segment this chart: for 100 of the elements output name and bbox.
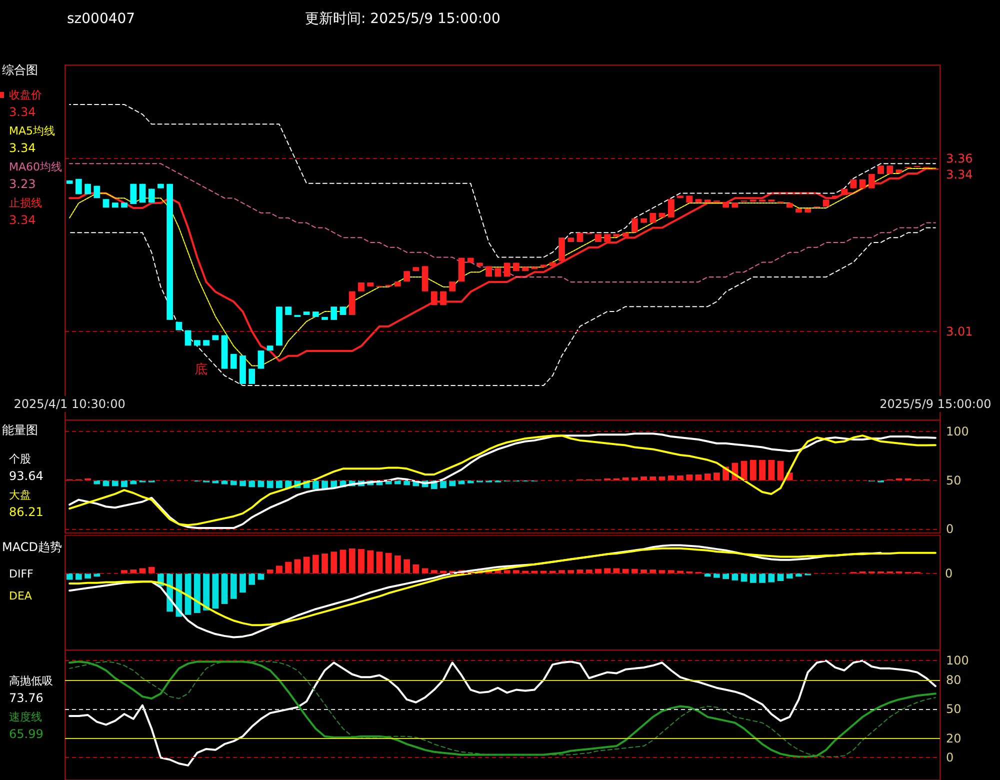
- bar: [240, 573, 246, 592]
- text: DEA: [9, 590, 32, 602]
- bar: [248, 480, 256, 488]
- bar: [404, 559, 410, 574]
- text: 3.34: [9, 141, 36, 155]
- chart-title: MACD趋势: [2, 540, 62, 554]
- bar: [148, 566, 155, 574]
- text: DIFF: [9, 568, 34, 580]
- y-tick-label: 100: [946, 424, 969, 439]
- bar: [695, 474, 702, 480]
- x-tick-label: 2025/4/1 10:30:00: [14, 397, 126, 411]
- chart-title: 能量图: [2, 423, 38, 437]
- text: 3.34: [9, 105, 36, 119]
- bar: [768, 573, 775, 582]
- y-tick-label: 3.36: [946, 152, 973, 166]
- bar: [412, 564, 420, 574]
- bar: [75, 573, 82, 580]
- bar: [714, 573, 720, 578]
- bar: [340, 550, 346, 574]
- y-tick-label: 3.01: [946, 324, 973, 338]
- y-tick-label: 100: [946, 654, 969, 668]
- bar: [686, 474, 693, 480]
- bar: [322, 554, 328, 574]
- bar: [722, 573, 729, 580]
- bar: [586, 570, 592, 574]
- text: 大盘: [9, 488, 31, 502]
- bar: [348, 548, 356, 574]
- text: 止损线: [9, 196, 42, 210]
- y-tick-label: 0: [946, 750, 954, 765]
- bar: [640, 476, 647, 480]
- bar: [759, 460, 766, 480]
- text: 速度线: [9, 710, 42, 724]
- bar: [668, 570, 674, 574]
- text: 73.76: [9, 691, 44, 705]
- bar: [768, 460, 775, 480]
- bar: [704, 474, 711, 480]
- bar: [568, 570, 574, 574]
- bar: [786, 573, 793, 578]
- bar: [394, 555, 401, 574]
- bar: [658, 570, 666, 574]
- bar: [121, 480, 128, 488]
- y-tick-label: 3.34: [946, 168, 973, 182]
- bar: [604, 568, 611, 574]
- bar: [777, 460, 784, 480]
- bar: [330, 552, 338, 574]
- text: 高抛低吸: [9, 674, 53, 688]
- bar: [221, 573, 228, 604]
- annotation: 底: [194, 362, 208, 378]
- bar: [650, 570, 656, 574]
- text: MA5均线: [9, 124, 56, 138]
- y-tick-label: 50: [946, 702, 962, 716]
- bar: [303, 556, 310, 574]
- bar: [750, 460, 756, 480]
- bar: [422, 568, 428, 574]
- bar: [576, 570, 584, 574]
- chart-title: 综合图: [2, 63, 38, 77]
- series-label: MA60均线: [9, 160, 62, 174]
- bar: [467, 480, 474, 484]
- bar: [139, 568, 146, 574]
- text: 更新时间: 2025/5/9 15:00:00: [305, 11, 500, 27]
- y-tick-label: 20: [946, 731, 962, 746]
- legend-label: 收盘价: [9, 88, 42, 102]
- bar: [677, 475, 684, 480]
- bar: [248, 573, 256, 585]
- bar: [595, 568, 602, 574]
- bar: [240, 480, 246, 486]
- bar: [130, 570, 137, 574]
- x-tick-label: 2025/5/9 15:00:00: [880, 397, 992, 411]
- bar: [376, 552, 383, 574]
- text: 93.64: [9, 469, 44, 483]
- bar: [449, 480, 456, 486]
- text: sz000407: [67, 11, 136, 27]
- bar: [732, 573, 738, 580]
- bar: [112, 480, 118, 486]
- text: 3.34: [9, 213, 36, 227]
- bar: [212, 573, 219, 608]
- bar: [312, 554, 319, 574]
- bar: [668, 475, 674, 480]
- bar: [276, 566, 282, 574]
- y-tick-label: 0: [946, 522, 954, 536]
- bar: [294, 559, 301, 574]
- bar: [640, 570, 647, 574]
- bar: [84, 573, 91, 578]
- text: 个股: [9, 452, 31, 466]
- bar: [285, 562, 292, 574]
- bar: [631, 568, 638, 574]
- bar: [358, 549, 364, 574]
- bar: [504, 570, 510, 574]
- y-tick-label: 80: [946, 673, 962, 688]
- bar: [121, 570, 128, 574]
- y-tick-label: 50: [946, 473, 962, 488]
- bar: [512, 570, 520, 574]
- bar: [750, 573, 756, 583]
- bar: [714, 472, 720, 480]
- text: 3.23: [9, 177, 36, 191]
- bar: [266, 570, 274, 574]
- bar: [613, 568, 620, 574]
- bar: [440, 480, 446, 488]
- bar: [430, 570, 438, 574]
- bar: [203, 573, 210, 610]
